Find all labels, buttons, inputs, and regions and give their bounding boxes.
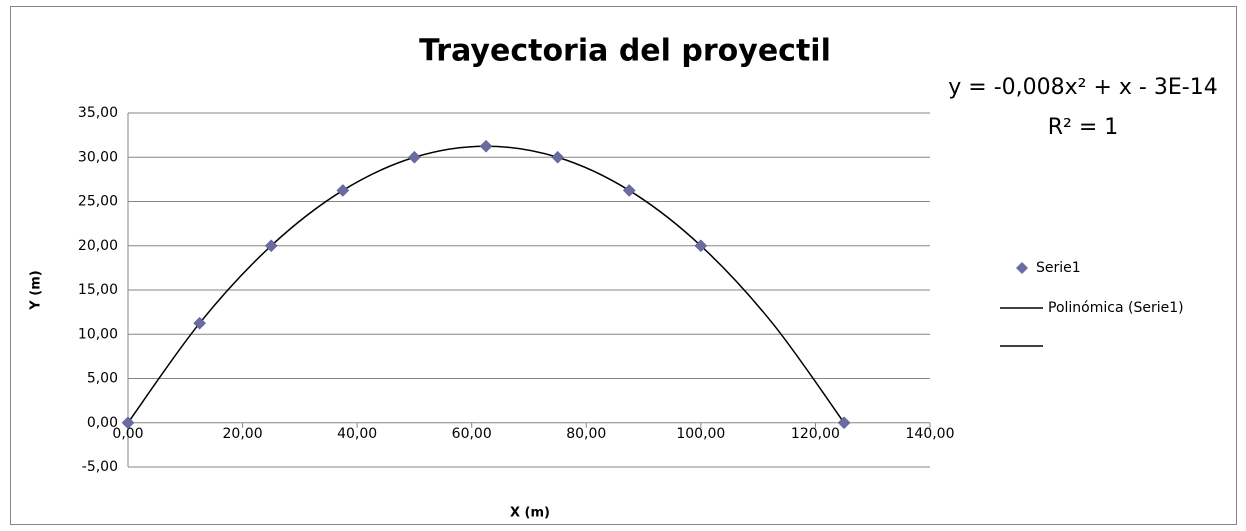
y-tick-label: 30,00 (78, 149, 118, 165)
data-point (121, 416, 135, 430)
x-tick-label: 0,00 (112, 426, 143, 442)
trendline-equation: y = -0,008x² + x - 3E-14 (948, 75, 1217, 100)
y-tick-label: 10,00 (78, 326, 118, 342)
x-tick-label: 80,00 (566, 426, 606, 442)
y-tick-label: 20,00 (78, 238, 118, 254)
data-point (336, 184, 350, 197)
y-tick-label: 35,00 (78, 105, 118, 121)
x-tick-label: 40,00 (337, 426, 377, 442)
data-point (479, 139, 493, 153)
legend-marker (1016, 262, 1028, 274)
x-tick-label: 20,00 (223, 426, 263, 442)
legend-label: Serie1 (1036, 260, 1081, 276)
y-tick-label: 0,00 (87, 415, 118, 431)
chart-title: Trayectoria del proyectil (419, 34, 831, 69)
data-point (264, 239, 278, 253)
data-point (622, 184, 636, 197)
x-axis-label: X (m) (510, 506, 550, 521)
data-point (408, 150, 421, 164)
chart-border (10, 6, 1237, 525)
data-point (694, 239, 708, 253)
y-tick-label: -5,00 (82, 459, 118, 475)
x-tick-label: 140,00 (906, 426, 955, 442)
legend-label: Polinómica (Serie1) (1048, 300, 1184, 316)
r-squared: R² = 1 (1048, 115, 1119, 140)
x-tick-label: 100,00 (676, 426, 725, 442)
x-tick-label: 120,00 (791, 426, 840, 442)
y-tick-label: 15,00 (78, 282, 118, 298)
y-tick-label: 5,00 (87, 371, 118, 387)
data-point (837, 416, 851, 430)
x-tick-label: 60,00 (452, 426, 492, 442)
data-point (551, 150, 564, 164)
y-tick-label: 25,00 (78, 194, 118, 210)
y-axis-label: Y (m) (29, 270, 44, 310)
data-point (193, 316, 206, 330)
